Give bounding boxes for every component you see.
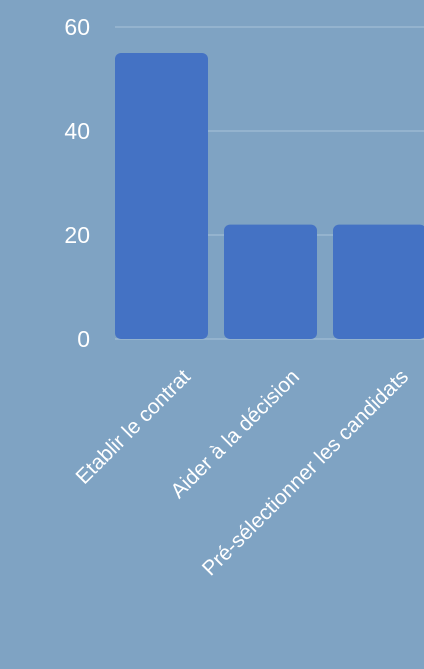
x-category-label-2: Pré-sélectionner les candidats [198, 365, 413, 580]
bar-2 [333, 224, 424, 339]
y-tick-label-20: 20 [64, 222, 90, 248]
bar-1 [224, 224, 317, 339]
bar-0 [115, 53, 208, 339]
y-tick-label-0: 0 [77, 326, 90, 352]
bars [115, 53, 424, 339]
y-tick-label-60: 60 [64, 14, 90, 40]
y-axis-ticks: 0 20 40 60 [64, 14, 90, 352]
y-tick-label-40: 40 [64, 118, 90, 144]
x-category-label-0: Etablir le contrat [71, 365, 195, 489]
